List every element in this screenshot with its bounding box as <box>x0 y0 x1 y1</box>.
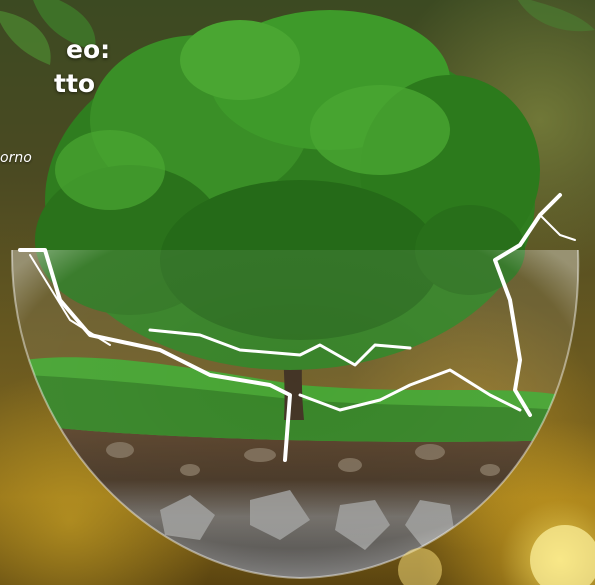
bokeh-light <box>398 548 442 585</box>
headline-line: tto <box>54 69 96 98</box>
headline-title: eo: tto <box>6 33 110 101</box>
leaf-top-left <box>0 0 96 65</box>
glass-crack <box>18 193 576 462</box>
glass-bowl <box>10 249 580 580</box>
subtitle-text: orno <box>0 150 32 166</box>
headline-line: eo: <box>66 35 111 64</box>
bokeh-light <box>530 525 595 585</box>
leaf-top-right <box>517 0 595 32</box>
